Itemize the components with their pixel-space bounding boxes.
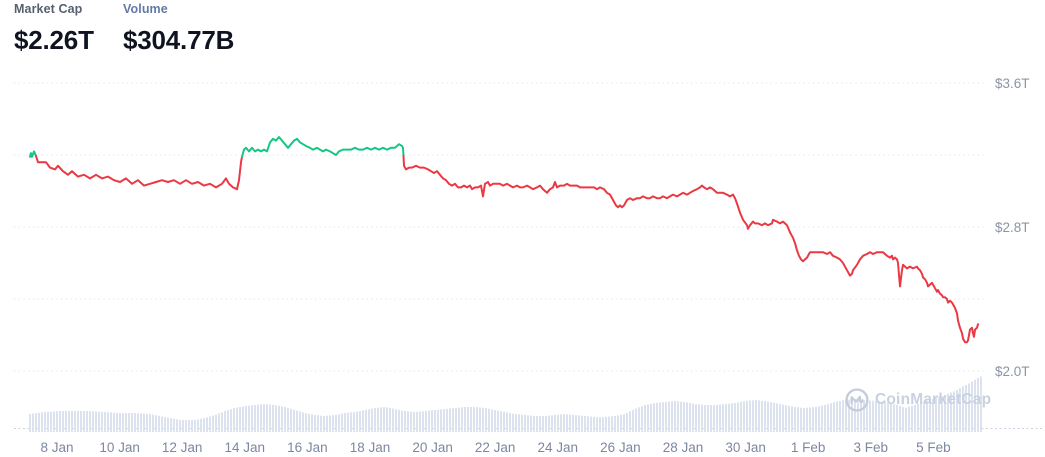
- market-cap-value: $2.26T: [14, 25, 94, 55]
- metric-market-cap: Market Cap $2.26T: [14, 0, 94, 56]
- x-tick-label: 22 Jan: [474, 440, 516, 455]
- volume-value: $304.77B: [123, 25, 235, 55]
- x-tick-label: 3 Feb: [853, 440, 889, 455]
- x-tick-label: 28 Jan: [662, 440, 704, 455]
- price-line-segment: [35, 154, 243, 191]
- x-tick-label: 18 Jan: [349, 440, 391, 455]
- x-tick-label: 30 Jan: [725, 440, 766, 455]
- tab-volume[interactable]: Volume: [123, 2, 168, 16]
- y-tick-label: $2.8T: [995, 220, 1030, 235]
- metric-volume: Volume $304.77B: [123, 0, 234, 56]
- x-tick-label: 24 Jan: [537, 440, 579, 455]
- x-tick-label: 20 Jan: [412, 440, 453, 455]
- y-tick-label: $3.6T: [995, 76, 1030, 91]
- x-tick-label: 5 Feb: [916, 440, 951, 455]
- x-tick-label: 8 Jan: [40, 440, 74, 455]
- x-tick-label: 12 Jan: [161, 440, 203, 455]
- price-line-segment: [402, 154, 979, 344]
- price-line-segment: [29, 150, 37, 158]
- x-tick-label: 14 Jan: [224, 440, 266, 455]
- x-tick-label: 10 Jan: [99, 440, 140, 455]
- x-tick-label: 16 Jan: [287, 440, 328, 455]
- x-tick-label: 1 Feb: [790, 440, 826, 455]
- tab-market-cap[interactable]: Market Cap: [14, 2, 83, 16]
- x-tick-label: 26 Jan: [600, 440, 641, 455]
- price-line-segment: [241, 136, 405, 158]
- y-tick-label: $2.0T: [995, 364, 1030, 379]
- volume-bars: [29, 376, 982, 432]
